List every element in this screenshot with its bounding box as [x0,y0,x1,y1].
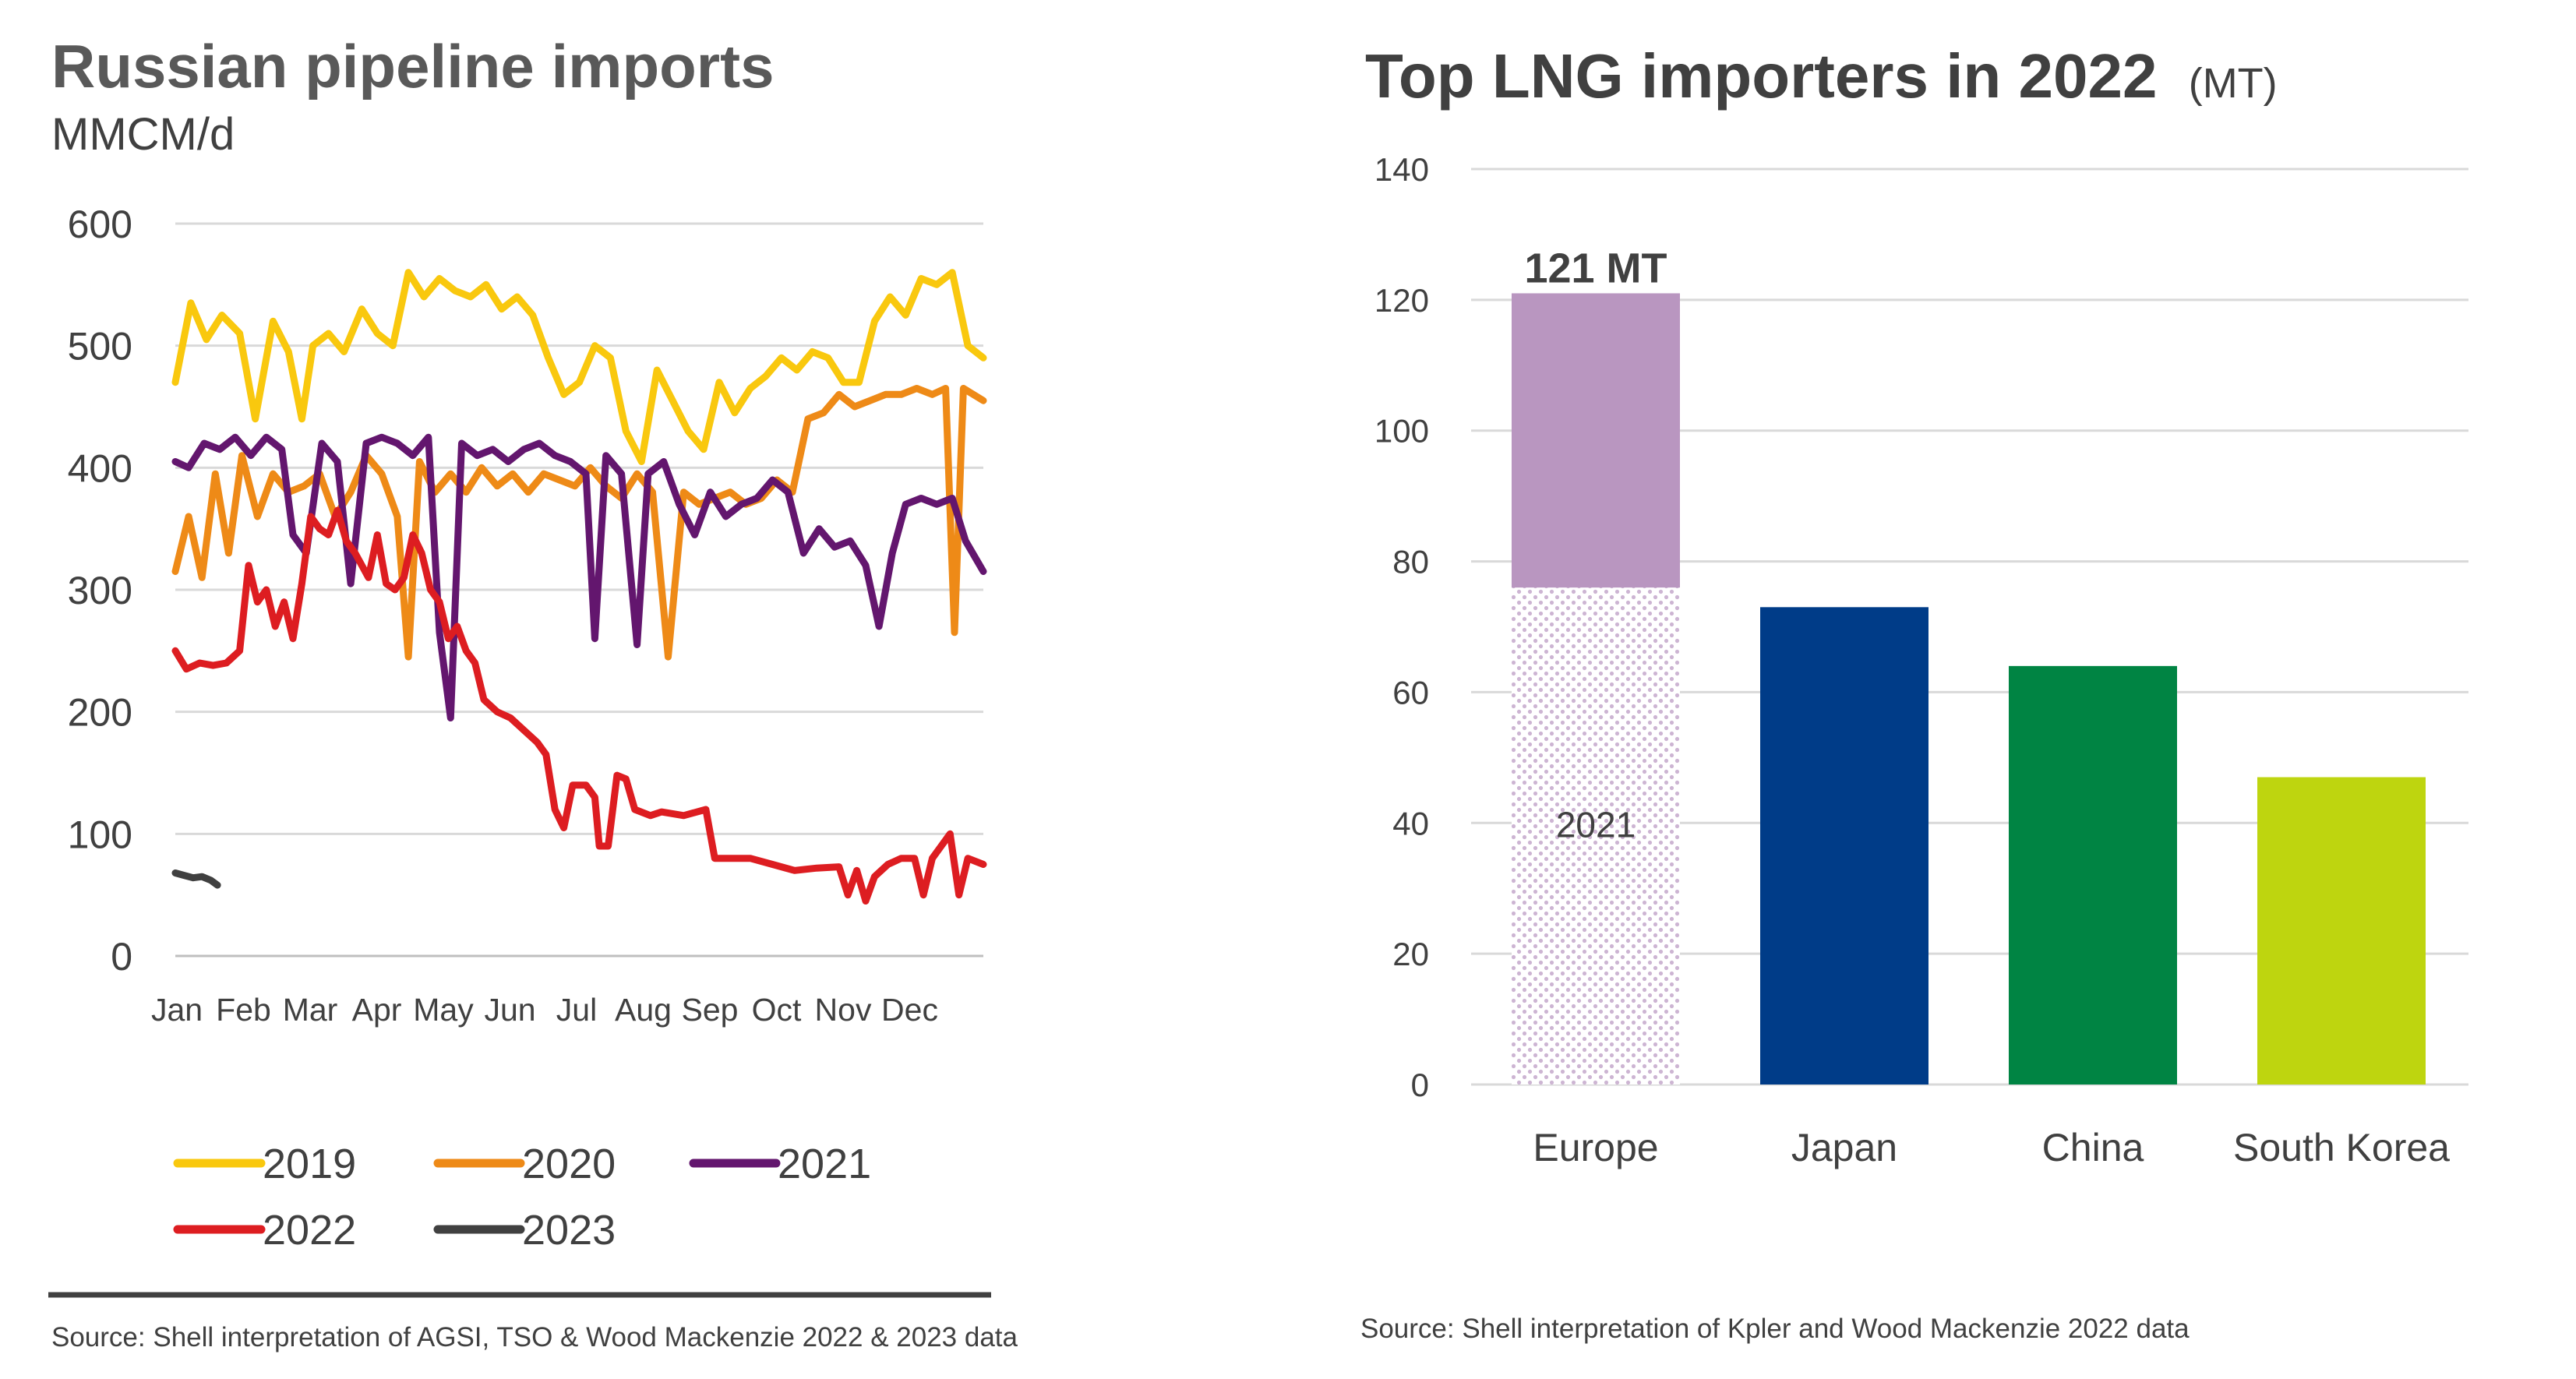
series-line-2019 [171,269,987,465]
legend-entry-2022: 2022 [173,1207,356,1254]
right-y-tick-label: 0 [1411,1067,1429,1103]
legend-label-2020: 2020 [522,1141,616,1187]
left-x-tick-label: Jun [484,992,535,1028]
legend-entry-2021: 2021 [689,1141,871,1187]
right-x-tick-label: China [2042,1126,2144,1169]
left-chart-title: Russian pipeline imports [51,32,775,101]
left-x-tick-label: Feb [216,992,271,1028]
right-y-tick-label: 100 [1374,413,1429,450]
right-y-tick-label: 120 [1374,282,1429,319]
left-y-tick-label: 0 [111,935,132,979]
right-y-axis: 0 20 40 60 80 100 120 140 [1374,151,1429,1103]
right-source-note: Source: Shell interpretation of Kpler an… [1360,1314,2190,1344]
left-plot-series [171,269,987,905]
bar-europe-2021-segment [1512,587,1680,1085]
legend-entry-2023: 2023 [433,1207,616,1254]
legend-entry-2019: 2019 [173,1141,356,1187]
left-y-tick-label: 500 [68,325,132,369]
right-x-tick-label: Japan [1791,1126,1897,1169]
left-y-axis: 0 100 200 300 400 500 600 [68,203,132,979]
right-chart-title: Top LNG importers in 2022 (MT) [1365,41,2278,111]
right-y-tick-label: 60 [1392,674,1429,711]
left-x-tick-label: Nov [815,992,872,1028]
left-x-tick-label: Apr [352,992,402,1028]
left-y-tick-label: 100 [68,813,132,856]
bar-china [2009,665,2177,1085]
bar-japan [1760,607,1928,1085]
left-x-tick-label: Jul [556,992,597,1028]
right-bars: 2021 121 MT [1512,245,2426,1085]
right-y-tick-label: 80 [1392,544,1429,580]
left-gridlines [175,222,983,958]
legend-label-2022: 2022 [263,1207,356,1254]
left-x-tick-label: Sep [682,992,739,1028]
left-y-tick-label: 400 [68,446,132,490]
series-line-2023 [171,869,221,889]
right-chart-title-unit: (MT) [2189,60,2278,107]
left-legend: 2019 2020 2021 2022 2023 [173,1141,871,1254]
left-y-tick-label: 200 [68,691,132,735]
right-chart-title-main: Top LNG importers in 2022 [1365,41,2157,111]
right-x-tick-label: South Korea [2233,1126,2450,1169]
series-line-2020 [171,385,987,661]
left-x-tick-label: Jan [151,992,203,1028]
left-x-tick-label: Mar [283,992,338,1028]
legend-label-2019: 2019 [263,1141,356,1187]
left-x-axis: Jan Feb Mar Apr May Jun Jul Aug Sep Oct Nov Dec [151,992,938,1028]
right-y-tick-label: 140 [1374,151,1429,188]
bar-europe-data-label: 121 MT [1524,245,1667,291]
left-y-tick-label: 300 [68,569,132,612]
left-y-tick-label: 600 [68,203,132,246]
bar-europe-2021-label: 2021 [1556,804,1636,845]
right-y-tick-label: 40 [1392,805,1429,841]
right-x-axis: Europe Japan China South Korea [1533,1126,2450,1169]
legend-label-2021: 2021 [778,1141,871,1187]
legend-entry-2020: 2020 [433,1141,616,1187]
bar-south-korea [2257,777,2426,1085]
left-chart-unit: MMCM/d [51,109,235,160]
left-x-tick-label: Dec [881,992,938,1028]
right-y-tick-label: 20 [1392,936,1429,972]
left-source-note: Source: Shell interpretation of AGSI, TS… [51,1322,1018,1353]
left-x-tick-label: May [413,992,474,1028]
left-x-tick-label: Oct [752,992,802,1028]
legend-label-2023: 2023 [522,1207,616,1254]
series-line-2022 [171,506,987,905]
left-x-tick-label: Aug [615,992,672,1028]
right-x-tick-label: Europe [1533,1126,1658,1169]
